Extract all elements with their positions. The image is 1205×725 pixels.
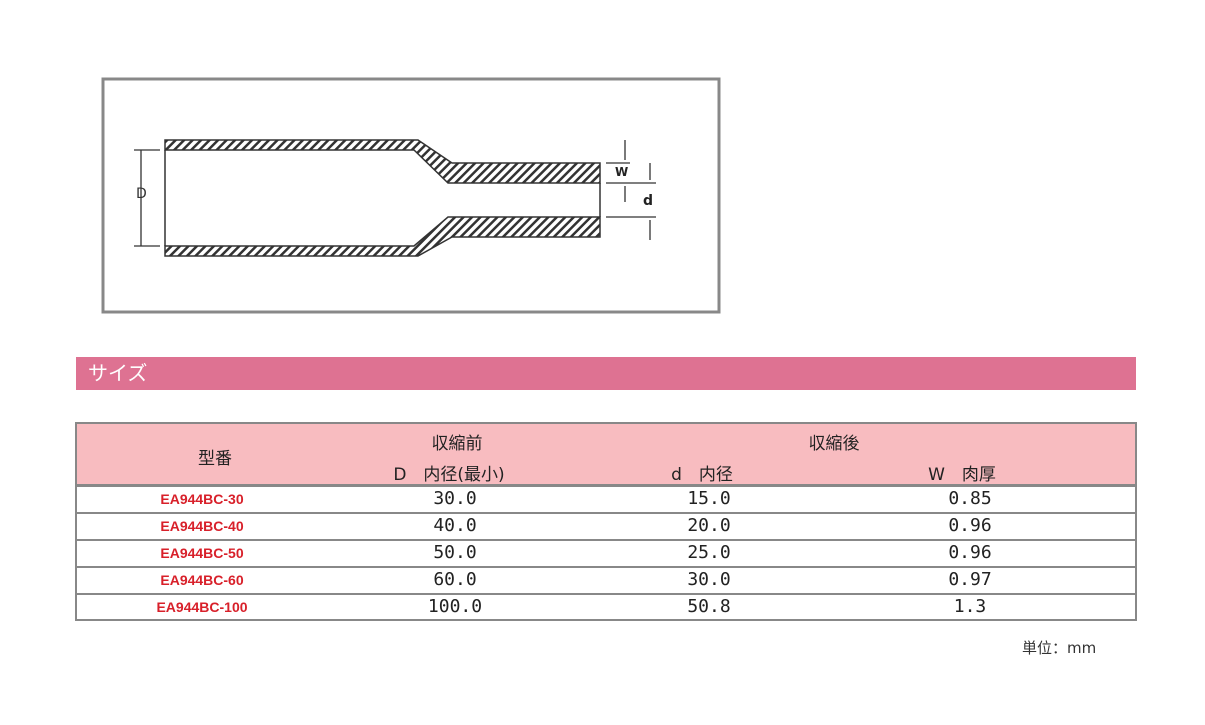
cell-model: EA944BC-60 — [160, 572, 244, 588]
table-header: 型番 収縮前 収縮後 D 内径(最小) d 内径 W 肉厚 — [77, 424, 1135, 487]
heat-shrink-tube-diagram: D W d — [101, 77, 721, 314]
label-D: D — [136, 186, 147, 202]
size-table: 型番 収縮前 収縮後 D 内径(最小) d 内径 W 肉厚 EA944BC-30… — [75, 422, 1137, 621]
cell-D: 40.0 — [433, 515, 477, 536]
section-title-bar: サイズ — [76, 357, 1136, 390]
cell-W: 0.85 — [948, 488, 992, 509]
header-model: 型番 — [198, 449, 232, 469]
table-row: EA944BC-100 100.0 50.8 1.3 — [77, 595, 1135, 622]
cell-d: 25.0 — [687, 542, 731, 563]
unit-label: 単位：mm — [1022, 639, 1097, 657]
header-W: W 肉厚 — [928, 465, 996, 485]
table-row: EA944BC-50 50.0 25.0 0.96 — [77, 541, 1135, 568]
label-W: W — [615, 165, 628, 179]
table-row: EA944BC-60 60.0 30.0 0.97 — [77, 568, 1135, 595]
diagram-frame — [101, 77, 721, 314]
header-D: D 内径(最小) — [393, 465, 505, 485]
cell-d: 15.0 — [687, 488, 731, 509]
header-before: 収縮前 — [431, 434, 483, 454]
cell-model: EA944BC-40 — [160, 518, 244, 534]
cell-d: 50.8 — [687, 596, 731, 617]
cell-model: EA944BC-30 — [160, 491, 244, 507]
cell-D: 30.0 — [433, 488, 477, 509]
dimension-lines — [134, 140, 656, 247]
cell-d: 30.0 — [687, 569, 731, 590]
table-row: EA944BC-30 30.0 15.0 0.85 — [77, 487, 1135, 514]
header-d: d 内径 — [671, 465, 733, 485]
cell-model: EA944BC-50 — [160, 545, 244, 561]
header-after: 収縮後 — [808, 434, 860, 454]
cell-D: 50.0 — [433, 542, 477, 563]
cell-d: 20.0 — [687, 515, 731, 536]
cell-W: 0.96 — [948, 542, 992, 563]
label-d: d — [643, 193, 653, 209]
cell-W: 0.97 — [948, 569, 992, 590]
cell-D: 60.0 — [433, 569, 477, 590]
table-row: EA944BC-40 40.0 20.0 0.96 — [77, 514, 1135, 541]
cell-W: 1.3 — [953, 596, 987, 617]
cell-model: EA944BC-100 — [156, 599, 248, 615]
cell-W: 0.96 — [948, 515, 992, 536]
cell-D: 100.0 — [427, 596, 483, 617]
